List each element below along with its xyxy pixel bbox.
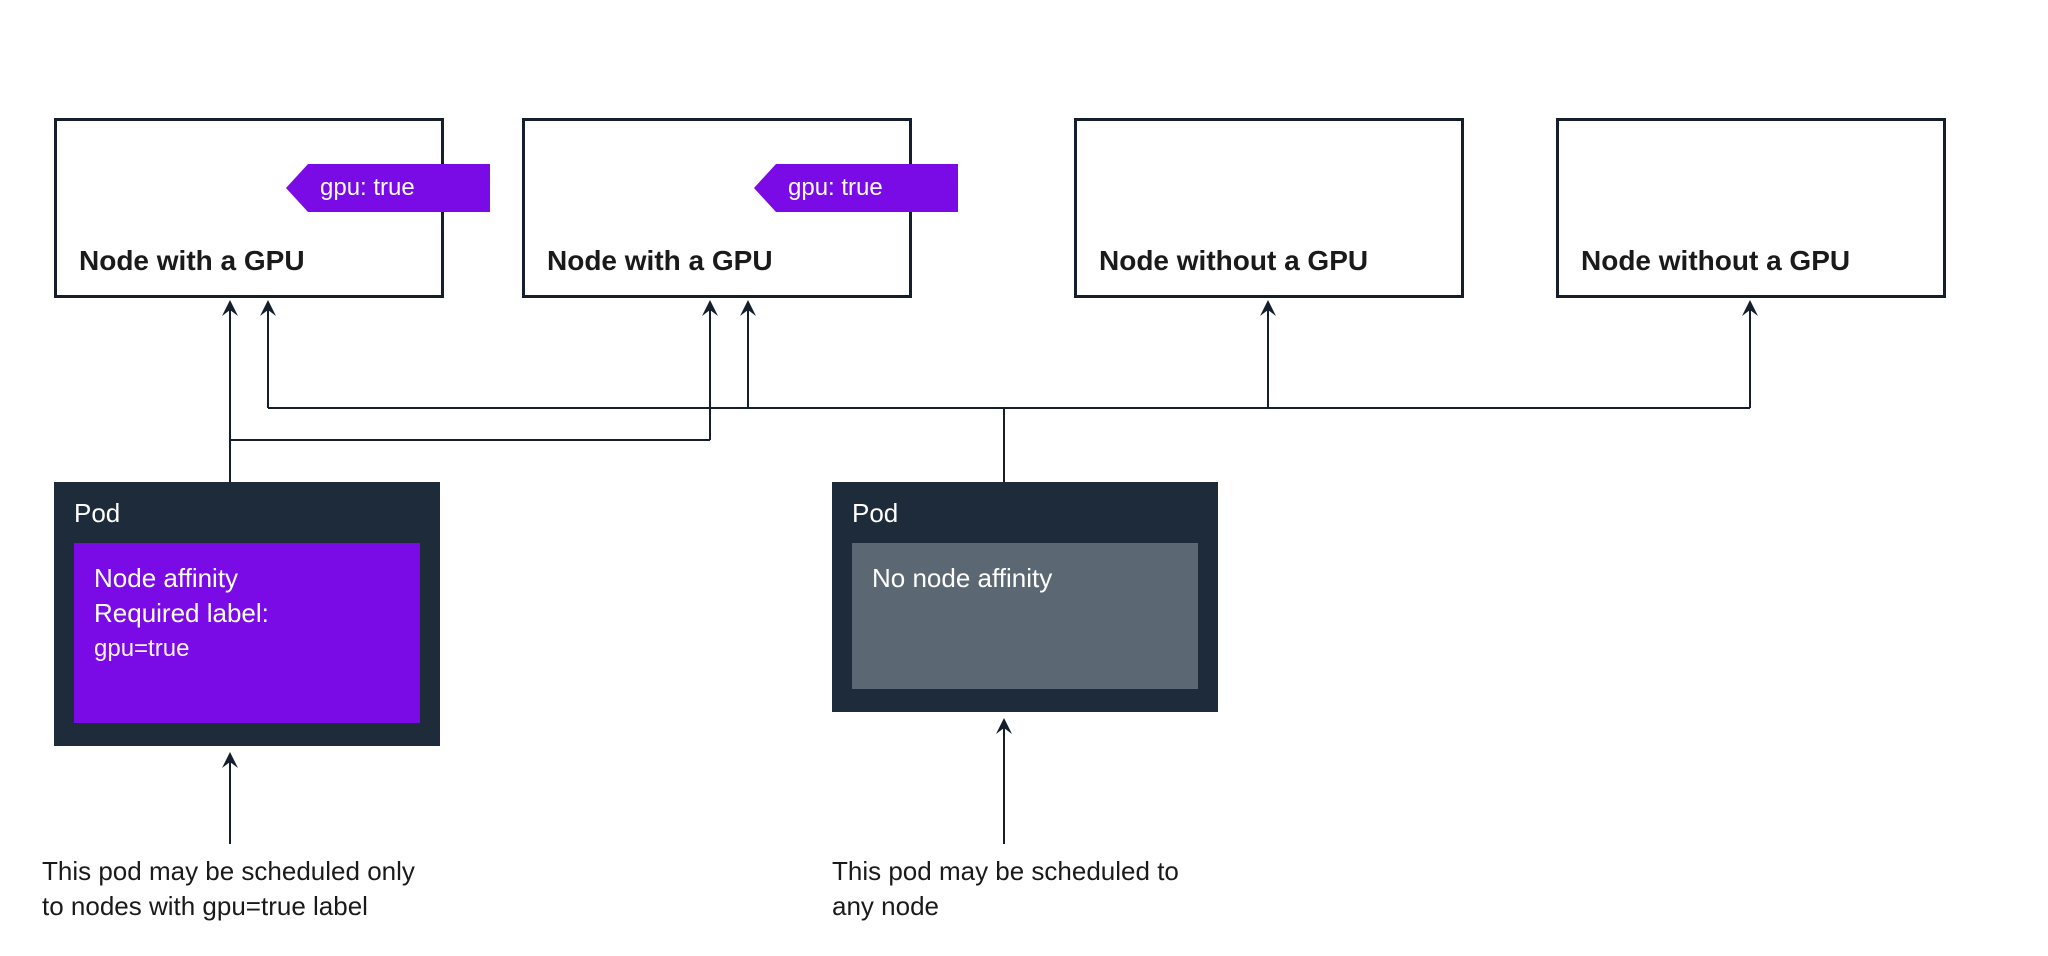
- pod-inner: Node affinityRequired label:gpu=true: [74, 543, 420, 723]
- pod-inner-line3: gpu=true: [94, 631, 400, 667]
- node-label: Node without a GPU: [1099, 245, 1368, 277]
- pod-inner-line1: No node affinity: [872, 561, 1178, 596]
- caption: This pod may be scheduled to any node: [832, 854, 1179, 924]
- caption: This pod may be scheduled only to nodes …: [42, 854, 415, 924]
- node-box: Node without a GPU: [1074, 118, 1464, 298]
- node-label: Node with a GPU: [547, 245, 773, 277]
- node-label: Node with a GPU: [79, 245, 305, 277]
- gpu-tag: gpu: true: [754, 164, 958, 212]
- diagram-canvas: Node with a GPU gpu: true Node with a GPU g…: [0, 0, 2048, 956]
- node-label: Node without a GPU: [1581, 245, 1850, 277]
- gpu-tag: gpu: true: [286, 164, 490, 212]
- pod-inner-line1: Node affinity: [94, 561, 400, 596]
- gpu-tag-text: gpu: true: [320, 174, 415, 202]
- pod-box: Pod Node affinityRequired label:gpu=true: [54, 482, 440, 746]
- pod-inner-line2: Required label:: [94, 596, 400, 631]
- pod-inner: No node affinity: [852, 543, 1198, 689]
- pod-title: Pod: [74, 498, 420, 529]
- pod-title: Pod: [852, 498, 1198, 529]
- gpu-tag-text: gpu: true: [788, 174, 883, 202]
- pod-box: Pod No node affinity: [832, 482, 1218, 712]
- node-box: Node without a GPU: [1556, 118, 1946, 298]
